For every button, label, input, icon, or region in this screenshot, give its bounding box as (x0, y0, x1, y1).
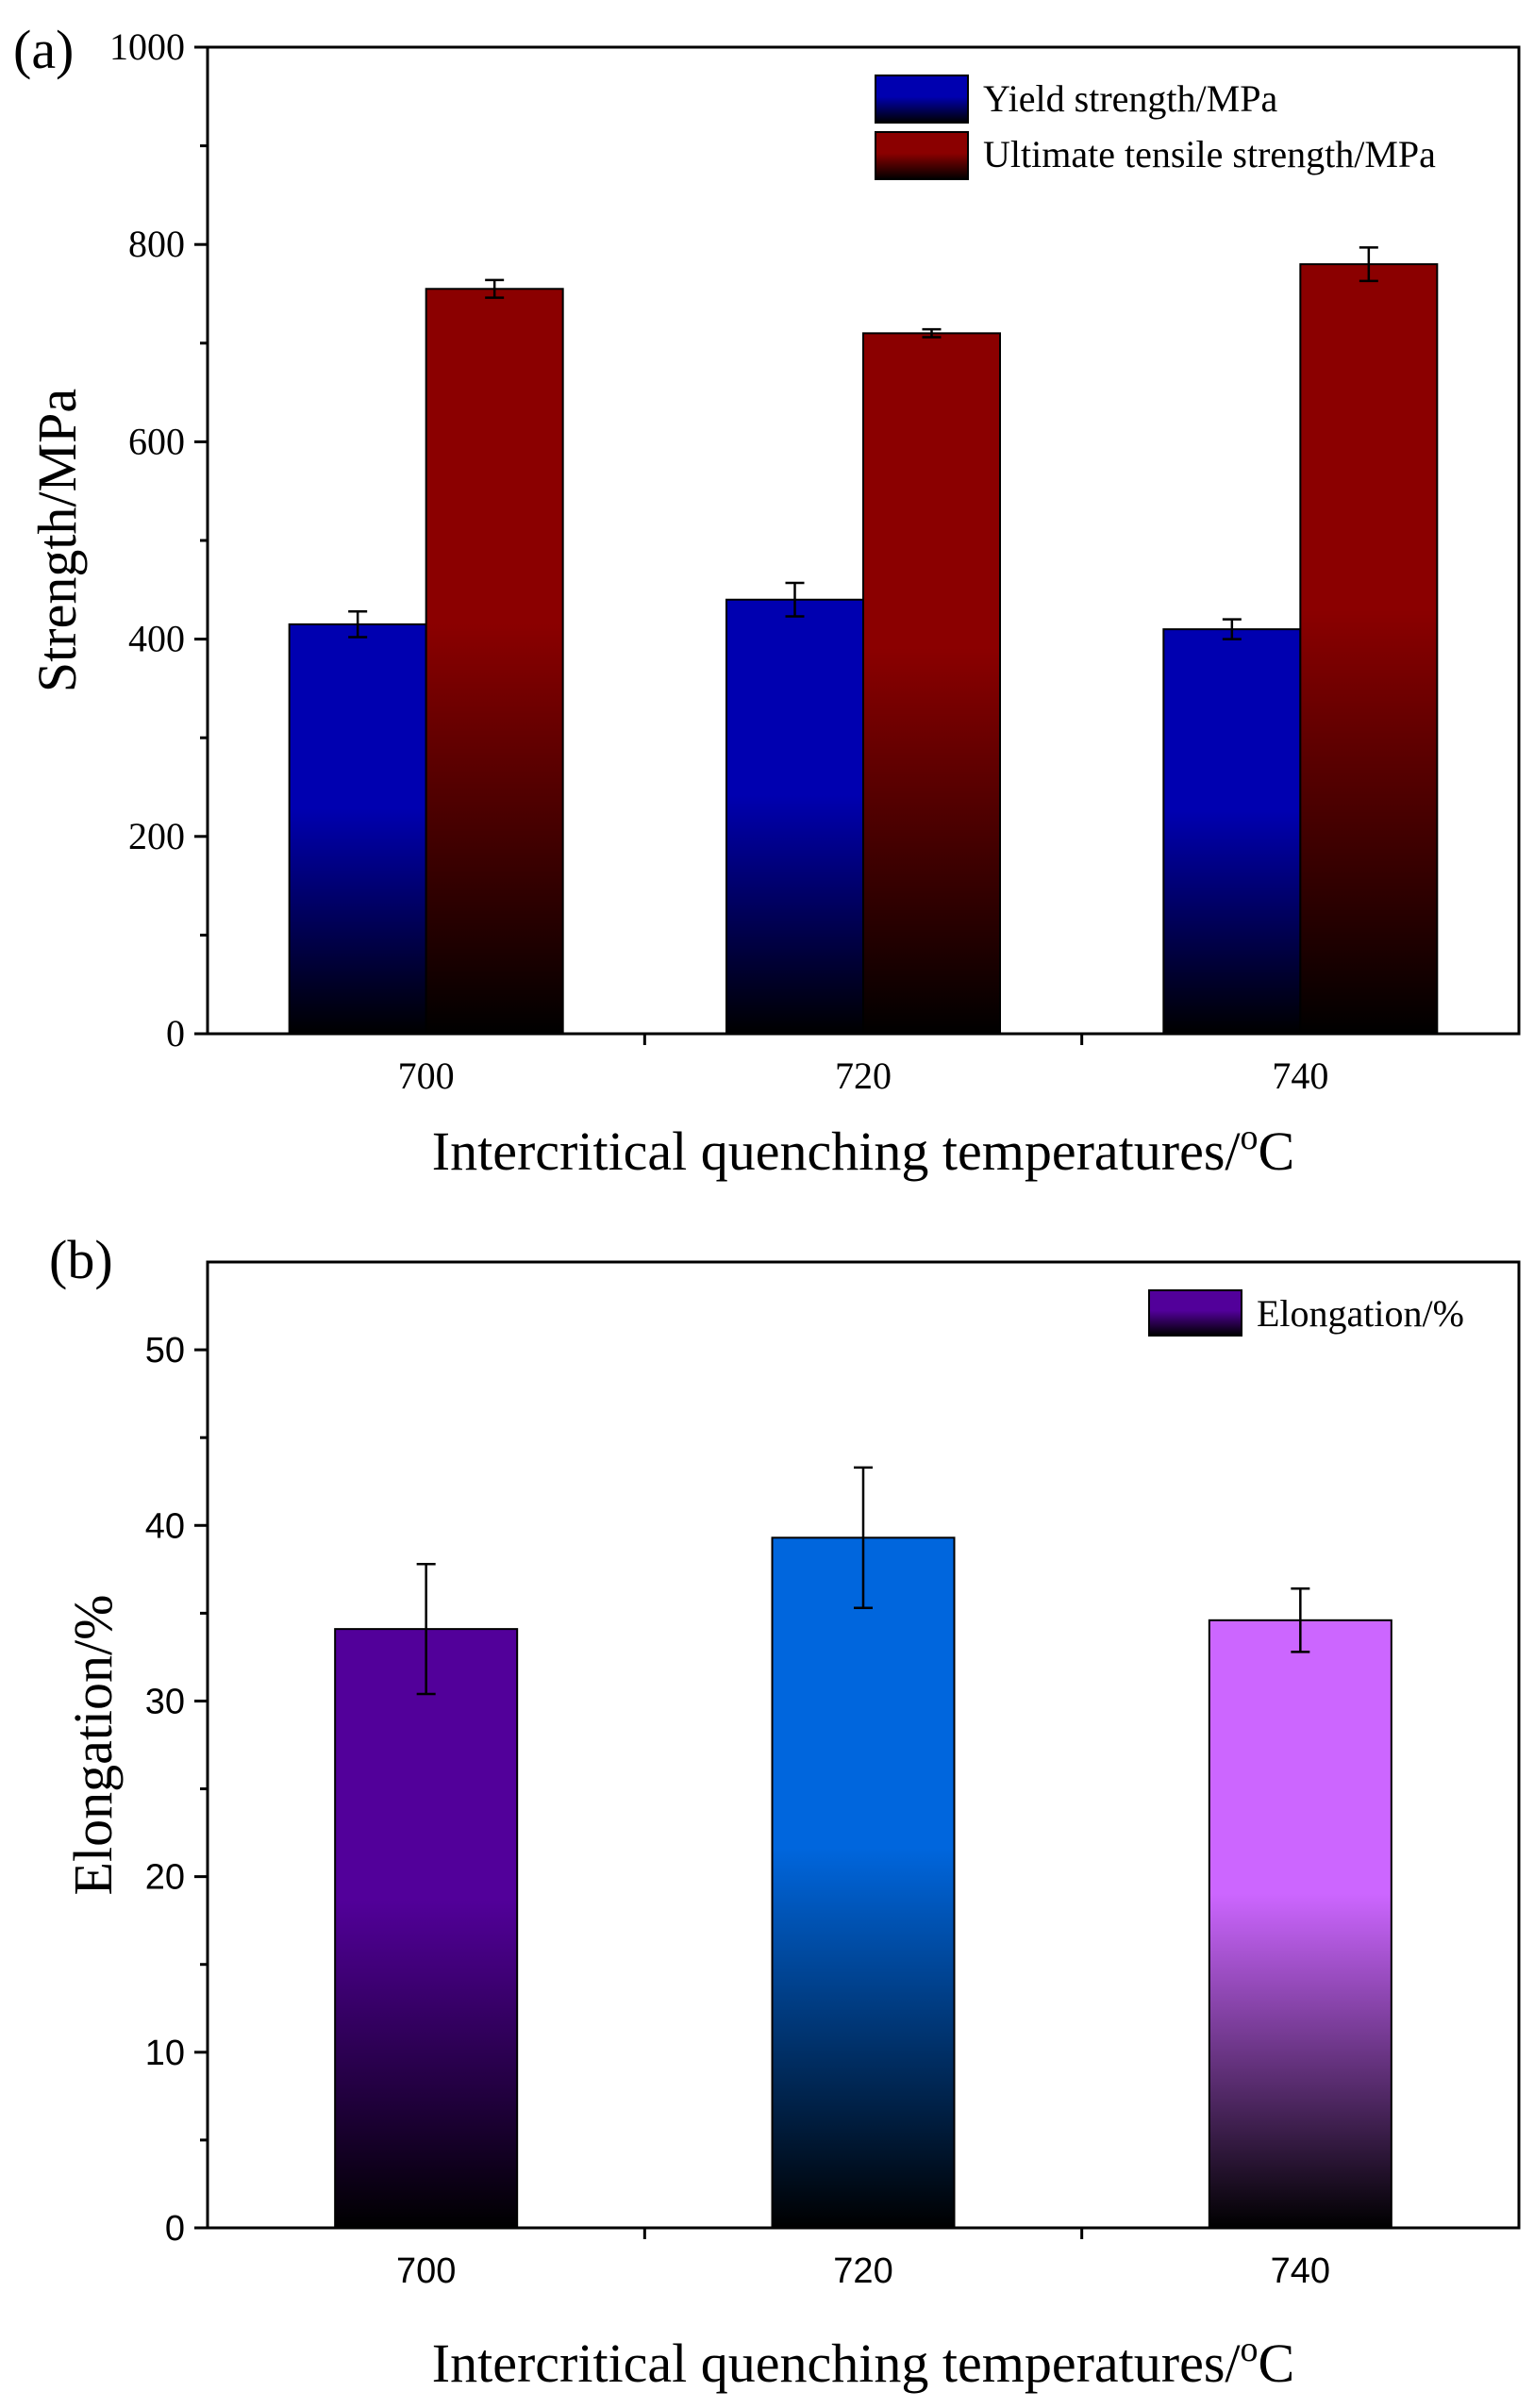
bars-b (334, 1466, 1392, 2229)
y-tick-label: 10 (145, 2034, 185, 2073)
y-tick-label: 600 (128, 420, 185, 462)
x-tick-label: 740 (1271, 2251, 1330, 2291)
y-tick-label: 40 (145, 1506, 185, 1546)
panel-a-strength-chart: (a) 0 200 400 600 800 1000 700 720 740 Strength… (13, 19, 1521, 1182)
y-tick-label: 800 (128, 223, 185, 265)
panel-label-a: (a) (13, 19, 74, 80)
legend-swatch-elongation (1148, 1289, 1242, 1337)
x-tick-label: 720 (833, 2251, 892, 2291)
y-tick-label: 0 (166, 1012, 185, 1055)
legend-swatch-uts (875, 131, 969, 180)
bar-b-s0-740 (1208, 1619, 1392, 2229)
y-tick-label: 1000 (109, 25, 185, 68)
y-tick-label: 200 (128, 815, 185, 857)
x-axis-label-a: Intercritical quenching temperatures/oC (432, 1118, 1294, 1182)
bar-a-s0-740 (1162, 628, 1302, 1035)
y-tick-label: 50 (145, 1331, 185, 1370)
bar-a-s1-740 (1299, 263, 1439, 1035)
x-tick-label: 720 (835, 1055, 892, 1097)
x-tick-label: 740 (1272, 1055, 1328, 1097)
y-tick-label: 400 (128, 618, 185, 660)
x-tick-label: 700 (396, 2251, 456, 2291)
bar-a-s1-700 (425, 288, 564, 1035)
x-axis-b: 700 720 740 (396, 2228, 1330, 2291)
legend-label-uts: Ultimate tensile strength/MPa (983, 133, 1436, 175)
y-axis-label-a: Strength/MPa (26, 389, 88, 692)
bars-a (288, 246, 1439, 1035)
x-axis-a: 700 720 740 (398, 1034, 1328, 1097)
y-axis-a: 0 200 400 600 800 1000 (109, 25, 208, 1055)
legend-swatch-yield (875, 75, 969, 124)
bar-b-s0-700 (334, 1628, 519, 2229)
bar-a-s0-700 (288, 623, 427, 1035)
y-tick-label: 30 (145, 1682, 185, 1721)
y-axis-label-b: Elongation/% (62, 1595, 124, 1896)
bar-b-s0-720 (771, 1536, 956, 2229)
legend-a: Yield strength/MPa Ultimate tensile stre… (875, 75, 1436, 180)
legend-label-yield: Yield strength/MPa (983, 77, 1277, 120)
legend-b: Elongation/% (1148, 1289, 1464, 1337)
legend-label-elongation: Elongation/% (1257, 1292, 1464, 1335)
y-axis-b: 0 10 20 30 40 50 (145, 1331, 208, 2249)
x-tick-label: 700 (398, 1055, 455, 1097)
y-tick-label: 20 (145, 1858, 185, 1898)
panel-b-elongation-chart: (b) 0 10 20 30 40 50 700 720 740 Elongation/% I… (49, 1229, 1521, 2394)
x-axis-label-b: Intercritical quenching temperatures/oC (432, 2330, 1294, 2394)
bar-a-s1-720 (862, 332, 1001, 1035)
panel-label-b: (b) (49, 1229, 113, 1290)
y-tick-label: 0 (165, 2209, 185, 2249)
bar-a-s0-720 (725, 598, 864, 1035)
